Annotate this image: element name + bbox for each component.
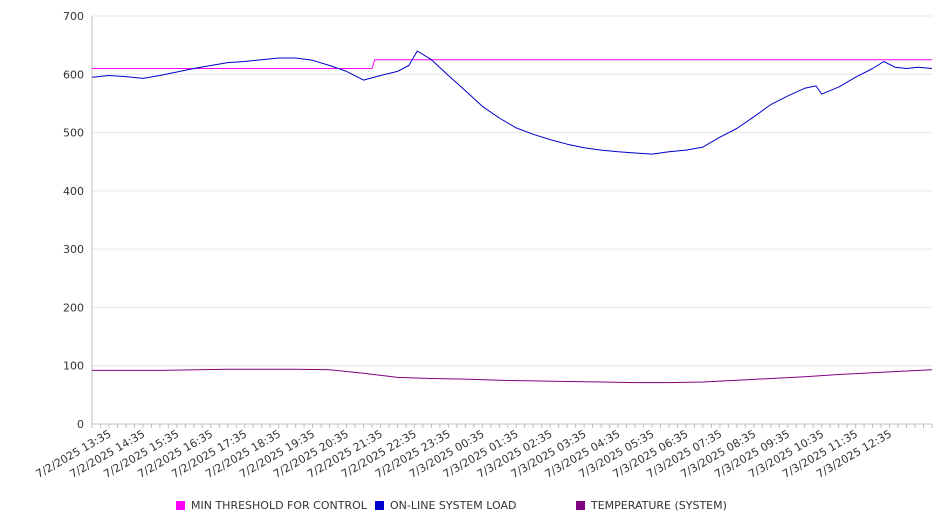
legend-item-system-load[interactable]: ON-LINE SYSTEM LOAD bbox=[375, 499, 516, 512]
y-tick-label: 700 bbox=[63, 10, 84, 23]
legend-item-min-threshold[interactable]: MIN THRESHOLD FOR CONTROL bbox=[176, 499, 367, 512]
series-line-temperature bbox=[92, 368, 933, 384]
legend-swatch bbox=[375, 501, 384, 510]
series-line-min-threshold bbox=[92, 59, 932, 69]
y-tick-label: 100 bbox=[63, 360, 84, 373]
y-tick-label: 400 bbox=[63, 185, 84, 198]
legend-swatch bbox=[576, 501, 585, 510]
series-line-system-load bbox=[91, 50, 933, 155]
y-tick-label: 300 bbox=[63, 243, 84, 256]
legend-label: TEMPERATURE (SYSTEM) bbox=[591, 499, 727, 512]
y-tick-label: 0 bbox=[77, 418, 84, 431]
legend-label: MIN THRESHOLD FOR CONTROL bbox=[191, 499, 367, 512]
legend-swatch bbox=[176, 501, 185, 510]
legend-item-temperature[interactable]: TEMPERATURE (SYSTEM) bbox=[576, 499, 727, 512]
y-tick-label: 500 bbox=[63, 127, 84, 140]
y-tick-label: 600 bbox=[63, 68, 84, 81]
y-tick-label: 200 bbox=[63, 301, 84, 314]
chart-legend: MIN THRESHOLD FOR CONTROL ON-LINE SYSTEM… bbox=[0, 499, 946, 517]
legend-label: ON-LINE SYSTEM LOAD bbox=[390, 499, 517, 512]
